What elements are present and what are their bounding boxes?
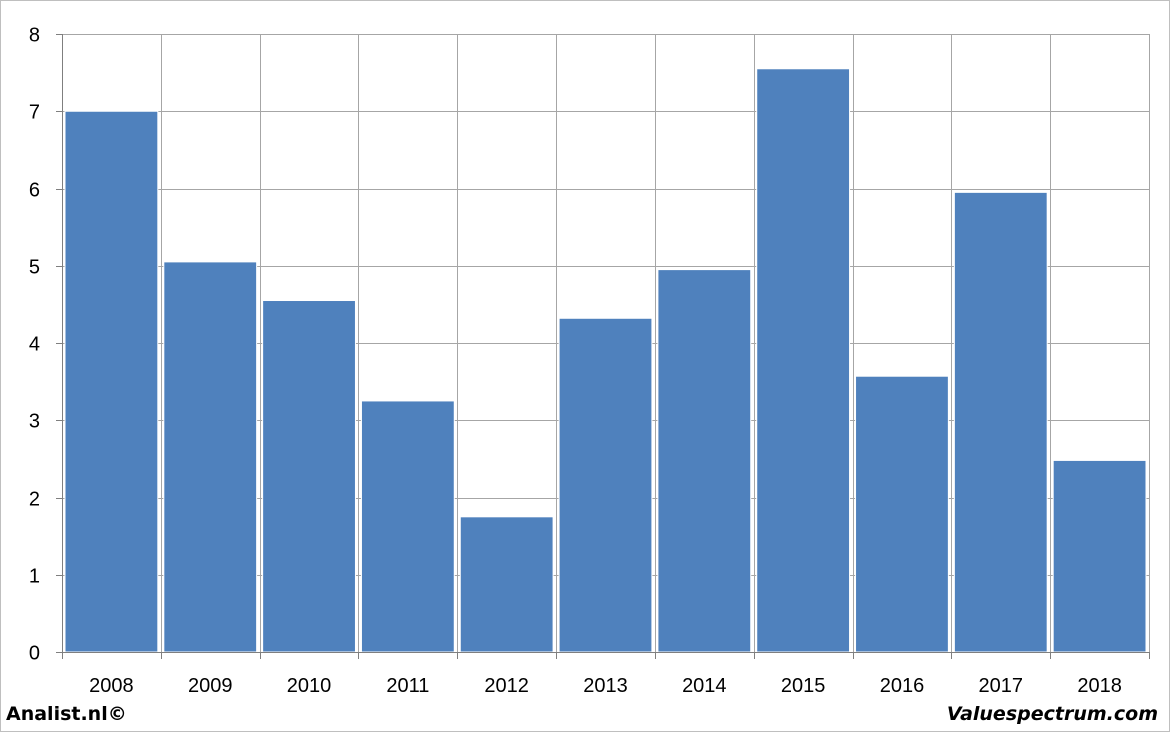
y-tick-label: 3 xyxy=(29,411,40,433)
source-credit: Analist.nl© xyxy=(6,703,127,725)
y-tick-label: 7 xyxy=(29,102,40,124)
x-tick-label: 2016 xyxy=(880,675,925,697)
tick-labels: 0 1 2 3 4 5 6 7 8 2008 2009 2010 2011 2012 2013 2014 201… xyxy=(29,25,1122,698)
bar-2017 xyxy=(953,191,1048,653)
bar-2009 xyxy=(163,261,258,653)
y-tick-label: 6 xyxy=(29,180,40,202)
y-tick-label: 4 xyxy=(29,334,40,356)
y-tick-label: 5 xyxy=(29,257,40,279)
y-tick-label: 2 xyxy=(29,489,40,511)
bar-2013 xyxy=(558,317,653,653)
x-tick-label: 2009 xyxy=(188,675,233,697)
x-tick-label: 2011 xyxy=(386,675,429,697)
x-tick-label: 2017 xyxy=(979,675,1024,697)
x-tick-label: 2018 xyxy=(1077,675,1122,697)
bars xyxy=(64,68,1147,653)
bar-2010 xyxy=(262,300,356,653)
watermark-site: Valuespectrum.com xyxy=(946,703,1158,725)
y-tick-label: 1 xyxy=(29,566,40,588)
x-tick-label: 2010 xyxy=(287,675,332,697)
x-tick-label: 2008 xyxy=(89,675,134,697)
bar-2008 xyxy=(64,110,159,653)
bar-2016 xyxy=(855,375,949,653)
x-tick-label: 2013 xyxy=(583,675,628,697)
y-tick-label: 0 xyxy=(29,643,40,665)
bar-2015 xyxy=(756,68,851,653)
y-tick-label: 8 xyxy=(29,25,40,47)
x-tick-label: 2015 xyxy=(781,675,826,697)
bar-2014 xyxy=(657,269,752,653)
bar-2011 xyxy=(360,400,455,653)
axes xyxy=(56,34,1150,659)
bar-2018 xyxy=(1052,459,1147,653)
x-tick-label: 2012 xyxy=(484,675,529,697)
bar-2012 xyxy=(459,516,554,653)
x-tick-label: 2014 xyxy=(682,675,727,697)
